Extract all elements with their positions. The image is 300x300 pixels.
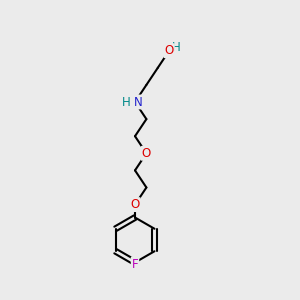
Text: O: O: [142, 147, 151, 160]
Text: H: H: [172, 41, 181, 54]
Text: O: O: [130, 198, 140, 211]
Text: H: H: [122, 95, 130, 109]
Text: N: N: [134, 95, 142, 109]
Text: F: F: [132, 257, 138, 271]
Text: O: O: [165, 44, 174, 57]
